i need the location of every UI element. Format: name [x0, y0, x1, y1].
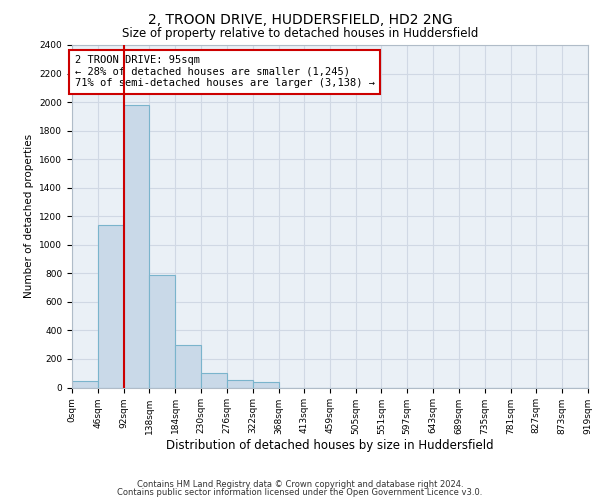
- Text: Size of property relative to detached houses in Huddersfield: Size of property relative to detached ho…: [122, 28, 478, 40]
- Bar: [253, 382, 278, 388]
- Bar: [201, 373, 227, 388]
- Text: Contains public sector information licensed under the Open Government Licence v3: Contains public sector information licen…: [118, 488, 482, 497]
- X-axis label: Distribution of detached houses by size in Huddersfield: Distribution of detached houses by size …: [166, 439, 494, 452]
- Text: 2, TROON DRIVE, HUDDERSFIELD, HD2 2NG: 2, TROON DRIVE, HUDDERSFIELD, HD2 2NG: [148, 12, 452, 26]
- Bar: [149, 275, 175, 388]
- Bar: [98, 225, 124, 388]
- Bar: [175, 344, 201, 388]
- Text: 2 TROON DRIVE: 95sqm
← 28% of detached houses are smaller (1,245)
71% of semi-de: 2 TROON DRIVE: 95sqm ← 28% of detached h…: [74, 56, 374, 88]
- Text: Contains HM Land Registry data © Crown copyright and database right 2024.: Contains HM Land Registry data © Crown c…: [137, 480, 463, 489]
- Bar: [124, 105, 149, 388]
- Bar: [72, 381, 98, 388]
- Bar: [227, 380, 253, 388]
- Y-axis label: Number of detached properties: Number of detached properties: [24, 134, 34, 298]
